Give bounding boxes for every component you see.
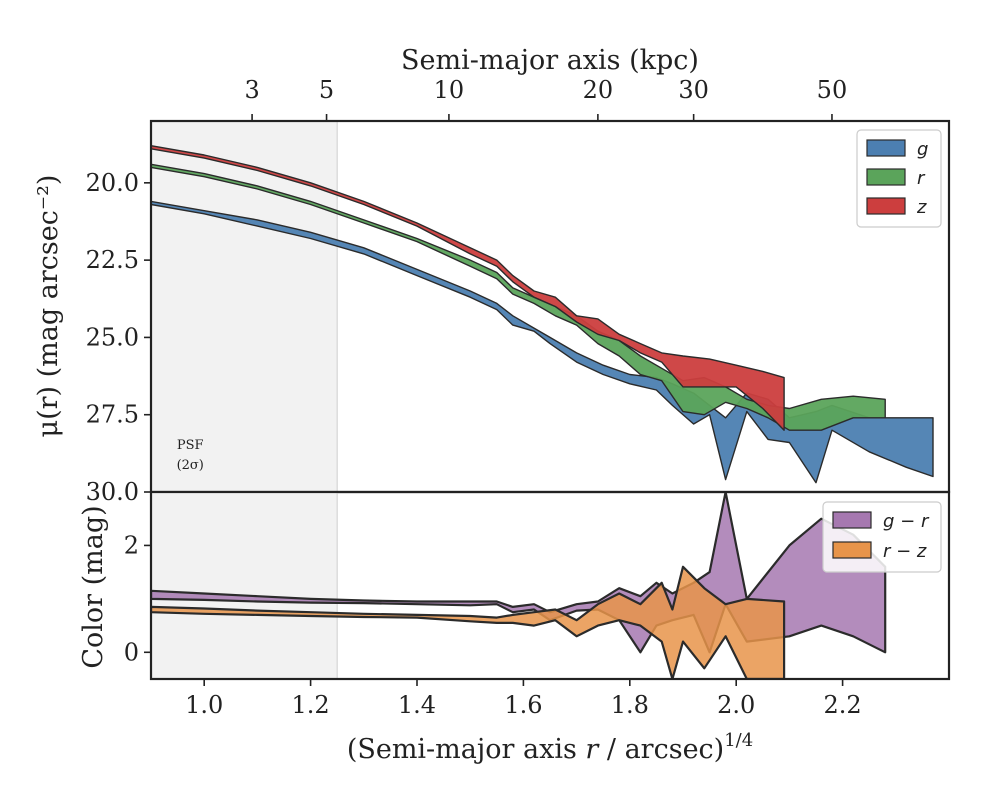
color-panel: 0 2 1.0 1.2 1.4 1.6 1.8 2.0 2.2 g − r r − z	[124, 490, 951, 719]
top-legend: grz	[856, 129, 942, 228]
bands	[151, 492, 887, 679]
top-ytick-label-1: 22.5	[86, 246, 139, 274]
xtick-label-0: 1.0	[185, 691, 223, 719]
xtick-label-1: 1.2	[292, 691, 330, 719]
x-axis-title-tail: / arcsec)	[598, 734, 724, 765]
bottom-panel-frame	[149, 490, 951, 681]
top-legend-swatch-0	[866, 139, 906, 157]
series-band-2	[151, 145, 785, 431]
psf-shaded-region	[151, 492, 338, 679]
xtick-label-3: 1.6	[504, 691, 542, 719]
xtick-label-6: 2.2	[824, 691, 862, 719]
bottom-legend: g − r r − z	[822, 501, 942, 573]
bottom-legend-label-0: g − r	[883, 511, 930, 532]
top-panel-ylabel: μ(r) (mag arcsec⁻²)	[33, 175, 64, 438]
psf-label-sigma: (2σ)	[177, 458, 204, 473]
xtick-label-4: 1.8	[611, 691, 649, 719]
top-legend-label-0: g	[917, 139, 928, 160]
bottom-ytick-label-0: 0	[124, 638, 139, 666]
top-legend-label-1: r	[917, 168, 926, 189]
surface-brightness-panel: 20.0 22.5 25.0 27.5 30.0 3 5 10 20 30 50 PSF (2σ) grz	[86, 76, 951, 506]
xtick-label-2: 1.4	[398, 691, 436, 719]
bands	[151, 145, 934, 484]
bottom-panel-ylabel: Color (mag)	[78, 505, 109, 668]
x-axis-title: (Semi-major axis r / arcsec)1/4	[347, 730, 753, 765]
psf-label: PSF	[177, 438, 204, 453]
top-legend-swatch-1	[866, 168, 906, 186]
series-band-0	[151, 200, 934, 484]
bottom-legend-swatch-1	[832, 541, 872, 559]
top-axis-title: Semi-major axis (kpc)	[401, 45, 699, 76]
psf-shaded-region	[151, 121, 338, 492]
top-axis-tick-label-2: 10	[434, 76, 465, 104]
top-legend-swatch-2	[866, 197, 906, 215]
x-axis-title-main: (Semi-major axis	[347, 734, 586, 765]
top-ytick-label-4: 30.0	[86, 478, 139, 506]
top-ytick-label-2: 25.0	[86, 323, 139, 351]
top-axis-tick-label-3: 20	[583, 76, 614, 104]
bottom-ytick-label-1: 2	[124, 531, 139, 559]
series-band-1	[151, 565, 786, 679]
top-legend-label-2: z	[916, 197, 927, 218]
top-axis-tick-label-0: 3	[244, 76, 259, 104]
bottom-legend-swatch-0	[832, 511, 872, 529]
x-axis-title-var: r	[585, 734, 600, 765]
x-axis-title-sup: 1/4	[724, 730, 753, 751]
top-axis-tick-label-4: 30	[678, 76, 709, 104]
series-band-1	[151, 163, 886, 431]
top-axis-tick-label-5: 50	[817, 76, 848, 104]
top-axis-tick-label-1: 5	[319, 76, 334, 104]
top-ytick-label-0: 20.0	[86, 169, 139, 197]
bottom-legend-label-1: r − z	[883, 541, 927, 562]
top-ytick-label-3: 27.5	[86, 401, 139, 429]
xtick-label-5: 2.0	[717, 691, 755, 719]
